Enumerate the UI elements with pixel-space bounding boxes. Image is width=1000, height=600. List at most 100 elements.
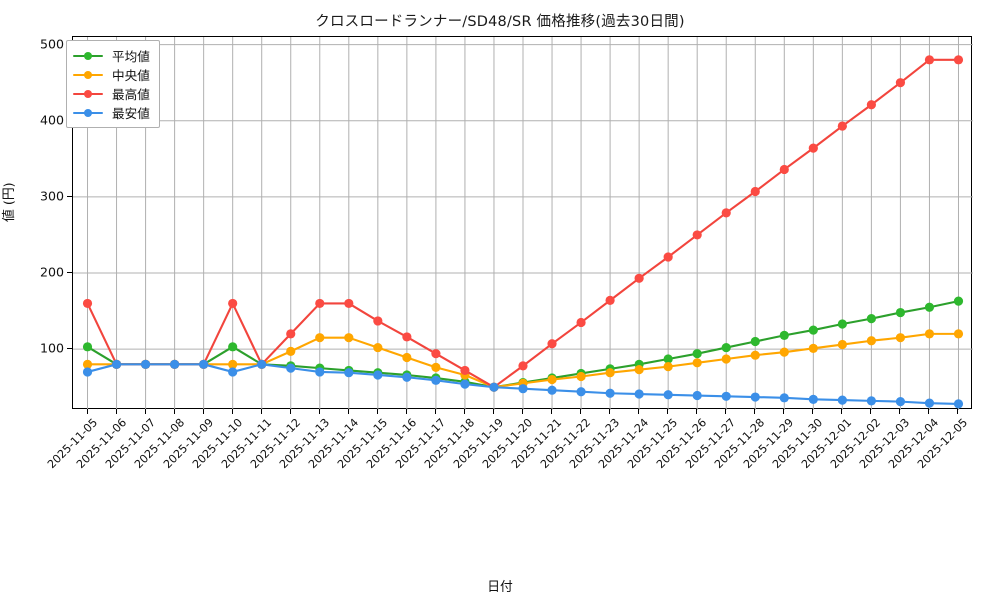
data-series-layer bbox=[82, 55, 964, 409]
data-point bbox=[779, 164, 789, 175]
x-tick-mark bbox=[667, 409, 669, 414]
data-point bbox=[692, 230, 702, 240]
legend-swatch-icon bbox=[73, 50, 103, 62]
x-tick-mark bbox=[492, 409, 494, 414]
data-point bbox=[663, 390, 673, 400]
data-point bbox=[373, 370, 383, 380]
legend-item-0[interactable]: 平均値 bbox=[73, 46, 150, 65]
data-point bbox=[692, 349, 702, 359]
x-tick-mark bbox=[463, 409, 465, 414]
data-point bbox=[82, 359, 93, 369]
data-point bbox=[518, 361, 528, 371]
data-point bbox=[866, 396, 876, 406]
x-tick-mark bbox=[725, 409, 727, 414]
data-point bbox=[605, 388, 615, 398]
data-point bbox=[286, 346, 296, 356]
x-tick-mark bbox=[144, 409, 146, 414]
data-point bbox=[286, 363, 296, 373]
y-tick-mark bbox=[67, 348, 72, 350]
data-point bbox=[808, 394, 818, 404]
data-point bbox=[779, 393, 789, 403]
legend-swatch-icon bbox=[73, 107, 103, 119]
data-point bbox=[721, 342, 731, 353]
data-point bbox=[547, 374, 557, 385]
data-point bbox=[82, 367, 93, 377]
legend-label: 平均値 bbox=[112, 49, 150, 64]
x-tick-mark bbox=[86, 409, 88, 414]
data-point bbox=[315, 298, 325, 309]
data-point bbox=[808, 343, 818, 353]
data-point bbox=[750, 350, 760, 360]
data-point bbox=[286, 329, 296, 339]
data-point bbox=[779, 347, 789, 357]
data-point bbox=[663, 252, 673, 262]
x-tick-mark bbox=[754, 409, 756, 414]
data-point bbox=[634, 389, 644, 399]
plot-area bbox=[72, 36, 973, 410]
data-point bbox=[779, 330, 789, 340]
data-point bbox=[808, 325, 818, 335]
x-tick-mark bbox=[638, 409, 640, 414]
y-axis-label: 値 (円) bbox=[2, 182, 17, 222]
data-point bbox=[953, 55, 964, 65]
data-point bbox=[111, 359, 122, 369]
x-tick-mark bbox=[957, 409, 959, 414]
x-tick-mark bbox=[347, 409, 349, 414]
data-point bbox=[489, 382, 499, 392]
x-tick-mark bbox=[289, 409, 291, 414]
legend-label: 中央値 bbox=[112, 68, 150, 83]
data-point bbox=[344, 298, 354, 309]
data-point bbox=[402, 332, 412, 342]
data-point bbox=[431, 375, 441, 385]
x-tick-mark bbox=[928, 409, 930, 414]
data-point bbox=[721, 391, 731, 401]
data-point bbox=[228, 359, 238, 369]
data-point bbox=[199, 359, 209, 369]
data-point bbox=[344, 333, 354, 343]
data-point bbox=[373, 316, 383, 326]
data-point bbox=[140, 359, 151, 369]
x-tick-mark bbox=[173, 409, 175, 414]
data-point bbox=[895, 333, 906, 343]
x-tick-mark bbox=[202, 409, 204, 414]
legend-swatch-icon bbox=[73, 69, 103, 81]
legend-item-3[interactable]: 最安値 bbox=[73, 103, 150, 122]
x-tick-mark bbox=[580, 409, 582, 414]
x-tick-mark bbox=[609, 409, 611, 414]
x-tick-mark bbox=[318, 409, 320, 414]
data-point bbox=[692, 358, 702, 368]
legend-label: 最安値 bbox=[112, 106, 150, 121]
x-tick-mark bbox=[696, 409, 698, 414]
data-point bbox=[576, 371, 586, 382]
data-point bbox=[402, 352, 412, 363]
data-point bbox=[924, 329, 935, 339]
data-point bbox=[750, 186, 760, 197]
data-point bbox=[837, 395, 847, 405]
data-point bbox=[924, 398, 935, 408]
data-point bbox=[518, 384, 528, 394]
y-tick-label: 500 bbox=[39, 36, 64, 52]
data-point bbox=[402, 372, 412, 382]
data-point bbox=[634, 365, 644, 375]
data-point bbox=[953, 329, 964, 339]
data-point bbox=[721, 208, 731, 218]
data-point bbox=[837, 121, 847, 131]
y-tick-mark bbox=[67, 195, 72, 197]
legend-item-1[interactable]: 中央値 bbox=[73, 65, 150, 84]
legend-label: 最高値 bbox=[112, 87, 150, 102]
legend-item-2[interactable]: 最高値 bbox=[73, 84, 150, 103]
data-point bbox=[866, 336, 876, 346]
x-tick-mark bbox=[551, 409, 553, 414]
x-tick-mark bbox=[260, 409, 262, 414]
y-tick-label: 400 bbox=[39, 112, 64, 128]
y-tick-label: 300 bbox=[39, 188, 64, 204]
data-point bbox=[547, 385, 557, 395]
data-point bbox=[82, 298, 93, 309]
data-point bbox=[663, 362, 673, 372]
data-point bbox=[750, 336, 760, 347]
data-point bbox=[837, 339, 847, 350]
data-point bbox=[924, 55, 935, 65]
data-point bbox=[344, 368, 354, 378]
y-tick-mark bbox=[67, 271, 72, 273]
data-point bbox=[721, 354, 731, 364]
